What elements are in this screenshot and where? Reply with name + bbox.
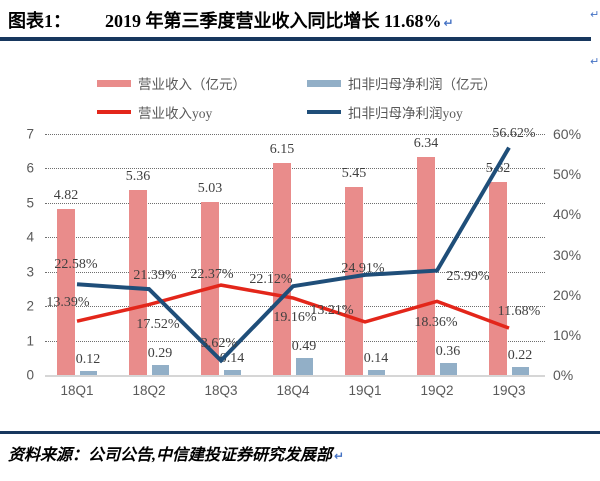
right-axis-tick: 50% — [553, 166, 582, 183]
net-profit-yoy-point-label: 3.62% — [200, 336, 238, 352]
title-divider — [0, 37, 591, 41]
return-mark-icon: ↵ — [443, 16, 454, 30]
net-profit-bar-swatch-icon — [307, 79, 341, 87]
net-profit-bar-label: 0.22 — [507, 348, 533, 364]
revenue-bar — [57, 209, 75, 375]
net-profit-yoy-point-label: 25.99% — [446, 268, 490, 284]
revenue-bar-swatch-icon — [97, 79, 131, 87]
x-axis-baseline — [45, 375, 545, 377]
net-profit-bar-label: 0.29 — [147, 346, 173, 362]
legend-label-revenue-yoy: 营业收入yoy — [138, 106, 213, 121]
net-profit-yoy-point-label: 22.12% — [249, 272, 293, 288]
left-axis-tick: 0 — [26, 367, 34, 383]
revenue-yoy-point-label: 11.68% — [497, 304, 541, 320]
legend-item-revenue-yoy: 营业收入yoy — [97, 102, 307, 122]
revenue-bar-label: 6.15 — [269, 142, 295, 158]
left-axis-tick: 3 — [26, 264, 34, 280]
net-profit-bar — [296, 358, 313, 375]
net-profit-yoy-point-label: 21.39% — [133, 268, 177, 284]
revenue-yoy-point-label: 13.21% — [310, 302, 354, 318]
revenue-yoy-point-label: 17.52% — [136, 316, 180, 332]
x-axis-label: 19Q3 — [492, 383, 526, 398]
x-axis-label: 18Q2 — [132, 383, 166, 398]
return-mark-icon: ↵ — [590, 8, 600, 21]
grid-line — [45, 134, 545, 135]
yoy-lines-layer — [76, 146, 511, 364]
right-axis-tick: 20% — [553, 286, 582, 303]
net-profit-bar-label: 0.12 — [75, 351, 101, 367]
net-profit-bar-label: 0.36 — [435, 343, 461, 359]
source-note: 资料来源：公司公告,中信建投证券研究发展部 ↵ — [8, 441, 344, 465]
right-axis-tick: 60% — [553, 126, 582, 142]
net-profit-bar-label: 0.14 — [363, 351, 389, 367]
revenue-yoy-line — [76, 283, 510, 330]
legend-label-revenue: 营业收入（亿元） — [138, 77, 246, 92]
figure-caption: 图表1： 2019 年第三季度营业收入同比增长 11.68% ↵ — [8, 7, 454, 33]
right-axis-tick: 0% — [553, 367, 574, 383]
right-axis-tick: 10% — [553, 326, 582, 343]
revenue-yoy-point-label: 13.39% — [46, 295, 90, 311]
net-profit-bar — [224, 370, 241, 375]
revenue-yoy-point-label: 22.37% — [190, 267, 234, 283]
grid-line — [45, 306, 545, 308]
net-profit-yoy-line-swatch-icon — [307, 110, 341, 114]
legend-label-net-profit: 扣非归母净利润（亿元） — [348, 77, 497, 92]
right-axis-tick: 30% — [553, 246, 582, 263]
grid-line — [45, 237, 545, 239]
revenue-bar-label: 5.36 — [125, 169, 151, 185]
grid-line — [45, 202, 545, 204]
revenue-bar-label: 6.34 — [413, 135, 439, 151]
legend-item-revenue: 营业收入（亿元） — [97, 73, 307, 93]
revenue-bar-label: 4.82 — [53, 188, 79, 204]
net-profit-yoy-point-label: 24.91% — [341, 260, 385, 276]
footer-divider — [0, 431, 600, 434]
left-axis-tick: 2 — [26, 298, 34, 314]
legend-label-net-profit-yoy: 扣非归母净利润yoy — [348, 106, 463, 121]
grid-line — [45, 168, 545, 170]
net-profit-bar — [80, 370, 97, 375]
left-axis-tick: 6 — [26, 160, 34, 176]
revenue-yoy-point-label: 19.16% — [273, 310, 317, 326]
figure-title: 2019 年第三季度营业收入同比增长 11.68% — [105, 11, 442, 31]
revenue-bar-label: 5.03 — [197, 180, 223, 196]
revenue-bar — [417, 156, 435, 375]
net-profit-yoy-point-label: 56.62% — [492, 125, 536, 141]
net-profit-yoy-point-label: 22.58% — [54, 257, 98, 273]
grid-line — [45, 340, 545, 342]
x-axis-label: 18Q1 — [60, 383, 94, 398]
source-text: 资料来源：公司公告,中信建投证券研究发展部 — [8, 447, 333, 464]
revenue-bar — [273, 163, 291, 375]
figure-label: 图表1： — [8, 11, 71, 31]
return-mark-icon: ↵ — [334, 449, 345, 463]
net-profit-bar — [440, 362, 457, 375]
net-profit-bar — [152, 365, 169, 375]
revenue-bar — [129, 190, 147, 375]
x-axis-label: 18Q4 — [276, 383, 310, 398]
net-profit-bar-label: 0.49 — [291, 339, 317, 355]
right-axis-tick: 40% — [553, 206, 582, 223]
return-mark-icon: ↵ — [590, 55, 600, 68]
legend-item-net-profit-yoy: 扣非归母净利润yoy — [307, 102, 497, 122]
x-axis-label: 19Q1 — [348, 383, 382, 398]
chart-legend: 营业收入（亿元） 扣非归母净利润（亿元） 营业收入yoy 扣非归母净利润yoy — [97, 73, 497, 122]
net-profit-yoy-line — [76, 146, 511, 364]
legend-item-net-profit: 扣非归母净利润（亿元） — [307, 73, 497, 93]
revenue-bar — [345, 187, 363, 375]
left-axis-tick: 4 — [26, 229, 34, 245]
grid-line — [45, 271, 545, 273]
chart-plot-area: 0 1 2 3 4 5 6 7 0% 10% 20% 30% 40% 50% 60% 18Q1 18Q2 18Q3… — [26, 125, 582, 398]
revenue-yoy-point-label: 18.36% — [414, 315, 458, 331]
left-axis-tick: 7 — [26, 126, 34, 142]
net-profit-bar — [512, 367, 529, 375]
x-axis-label: 19Q2 — [420, 383, 454, 398]
x-axis-label: 18Q3 — [204, 383, 238, 398]
revenue-yoy-line-swatch-icon — [97, 110, 131, 114]
left-axis-tick: 5 — [26, 195, 34, 211]
net-profit-bar — [368, 370, 385, 375]
left-axis-tick: 1 — [26, 333, 34, 349]
revenue-bar-label: 5.45 — [341, 166, 367, 182]
